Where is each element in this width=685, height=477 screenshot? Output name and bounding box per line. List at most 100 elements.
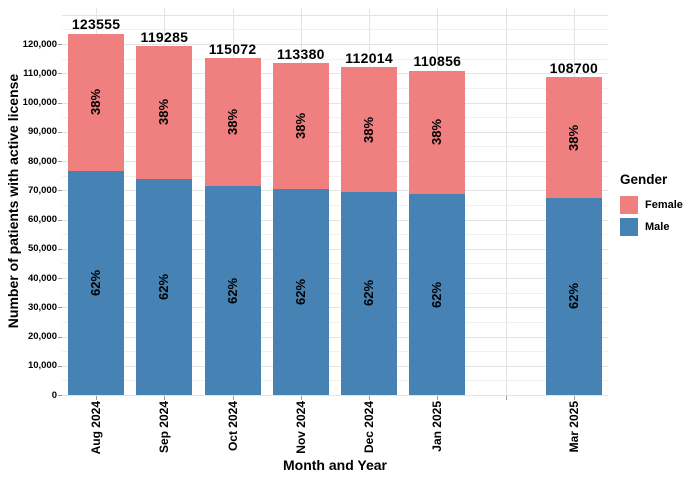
x-tick-label: Mar 2025: [566, 401, 581, 453]
x-tick-mark: [232, 396, 234, 400]
major-gridline: [62, 14, 608, 16]
male-percent-label: 62%: [224, 277, 240, 304]
y-tick-mark: [58, 307, 62, 309]
y-tick-label: 120,000: [22, 38, 57, 50]
major-gridline: [62, 161, 608, 162]
y-tick-label: 50,000: [27, 243, 57, 255]
y-tick-mark: [58, 336, 62, 338]
bar-total-label: 112014: [345, 49, 393, 66]
legend: Gender Female Male: [620, 172, 683, 240]
female-percent-label: 38%: [88, 89, 104, 116]
male-color-swatch: [620, 218, 638, 236]
minor-gridline: [62, 175, 608, 177]
bar-segment-female: [341, 67, 398, 192]
y-axis-title: Number of patients with active license: [5, 73, 21, 329]
male-percent-label: 62%: [156, 273, 172, 300]
major-gridline: [62, 248, 608, 250]
y-tick-mark: [58, 219, 62, 221]
x-tick-mark: [369, 396, 371, 400]
x-tick-label: Nov 2024: [293, 401, 308, 454]
y-tick-label: 20,000: [27, 331, 57, 342]
bar-segment-male: [341, 191, 398, 395]
y-tick-mark: [58, 102, 62, 104]
female-percent-label: 38%: [292, 113, 308, 140]
y-tick-label: 100,000: [22, 97, 57, 108]
major-gridline: [62, 278, 608, 279]
minor-gridline: [62, 204, 608, 206]
major-gridline: [62, 73, 608, 75]
bar-segment-male: [272, 189, 329, 395]
y-tick-mark: [58, 248, 62, 250]
minor-gridline: [62, 117, 608, 119]
bar-segment-female: [409, 70, 466, 194]
y-tick-mark: [58, 73, 62, 75]
minor-gridline: [62, 321, 608, 323]
female-percent-label: 38%: [429, 119, 445, 146]
y-tick-label: 40,000: [27, 272, 57, 284]
y-tick-mark: [58, 161, 62, 162]
major-gridline: [62, 44, 608, 45]
x-tick-mark: [573, 396, 575, 400]
y-tick-label: 60,000: [27, 214, 57, 225]
female-percent-label: 38%: [361, 116, 377, 143]
female-percent-label: 38%: [565, 124, 581, 151]
bar-total-label: 110856: [413, 53, 462, 70]
y-tick-label: 90,000: [27, 126, 57, 138]
bar-segment-female: [68, 33, 125, 171]
bar-total-label: 119285: [140, 28, 189, 45]
y-tick-label: 30,000: [27, 301, 57, 313]
y-tick-mark: [58, 44, 62, 45]
bar-total-label: 115072: [208, 40, 257, 57]
bar-total-label: 123555: [71, 16, 121, 33]
x-tick-label: Oct 2024: [225, 401, 240, 452]
bar-segment-male: [136, 178, 193, 395]
y-tick-mark: [58, 365, 62, 367]
legend-label-male: Male: [645, 221, 670, 233]
legend-label-female: Female: [645, 199, 683, 211]
minor-gridline: [62, 29, 608, 31]
x-tick-label: Dec 2024: [362, 401, 377, 454]
male-percent-label: 62%: [429, 281, 445, 308]
minor-gridline: [62, 58, 608, 60]
x-tick-mark: [300, 396, 302, 400]
minor-gridline: [62, 380, 608, 382]
month-gridline: [505, 8, 507, 395]
x-tick-label: Aug 2024: [89, 401, 104, 455]
male-percent-label: 62%: [88, 269, 104, 297]
y-tick-label: 80,000: [27, 155, 57, 167]
bar-segment-male: [409, 194, 466, 395]
major-gridline: [62, 395, 608, 396]
x-tick-mark: [437, 396, 439, 400]
minor-gridline: [62, 234, 608, 236]
x-tick-label: Sep 2024: [157, 401, 172, 454]
bar-total-label: 113380: [277, 45, 325, 62]
bar-segment-female: [136, 46, 193, 179]
y-tick-mark: [58, 131, 62, 133]
y-tick-label: 0: [51, 389, 57, 401]
y-tick-label: 10,000: [27, 360, 57, 372]
major-gridline: [62, 102, 608, 104]
x-axis-title: Month and Year: [283, 457, 387, 473]
minor-gridline: [62, 146, 608, 148]
male-percent-label: 62%: [361, 280, 377, 307]
x-tick-mark: [96, 396, 98, 400]
male-percent-label: 62%: [292, 279, 308, 306]
female-percent-label: 38%: [156, 99, 172, 126]
bar-segment-male: [68, 170, 125, 395]
major-gridline: [62, 365, 608, 367]
female-color-swatch: [620, 196, 638, 214]
major-gridline: [62, 190, 608, 192]
y-tick-mark: [58, 278, 62, 279]
y-tick-mark: [58, 395, 62, 396]
y-tick-label: 110,000: [23, 67, 57, 79]
y-tick-label: 70,000: [27, 184, 57, 196]
x-tick-label: Jan 2025: [430, 401, 445, 452]
bar-total-label: 108700: [549, 59, 599, 76]
major-gridline: [62, 219, 608, 221]
legend-row-male: Male: [620, 218, 683, 236]
legend-row-female: Female: [620, 196, 683, 214]
male-percent-label: 62%: [565, 283, 581, 310]
y-tick-mark: [58, 190, 62, 192]
